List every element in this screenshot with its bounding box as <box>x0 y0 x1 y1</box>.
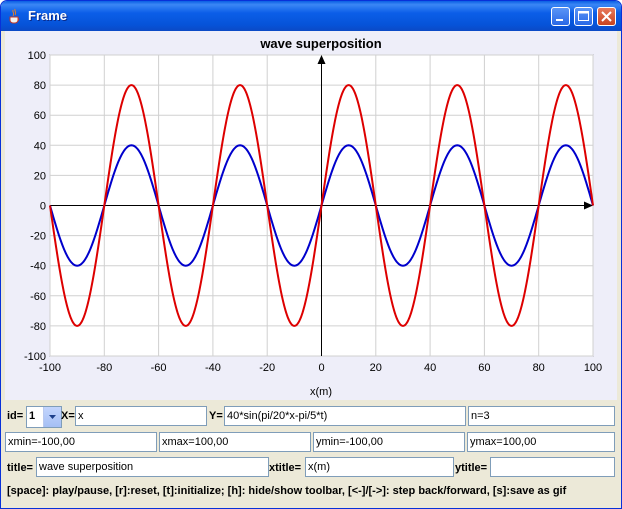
xmin-input[interactable]: xmin=-100,00 <box>5 432 157 452</box>
toolbar-row-1: id= 1 X= x Y= 40*sin(pi/20*x-pi/5*t) n=3 <box>5 405 617 429</box>
x-label: X= <box>61 410 75 422</box>
y-tick-label: 40 <box>34 140 46 152</box>
y-label: Y= <box>209 410 223 422</box>
y-expression-input[interactable]: 40*sin(pi/20*x-pi/5*t) <box>224 406 466 426</box>
y-tick-label: 60 <box>34 110 46 122</box>
x-tick-label: -80 <box>96 362 112 374</box>
title-label: title= <box>7 462 33 474</box>
y-tick-label: -60 <box>30 291 46 303</box>
window-title: Frame <box>28 8 68 23</box>
id-label: id= <box>7 410 24 422</box>
ticks: -100 -80 -60 -40 -20 0 20 40 60 80 100 -100 -80 -60 -4… <box>24 50 602 374</box>
y-tick-label: 80 <box>34 80 46 92</box>
title-input[interactable]: wave superposition <box>36 457 269 477</box>
n-input[interactable]: n=3 <box>468 406 615 426</box>
minimize-button[interactable] <box>551 7 570 26</box>
x-tick-label: -40 <box>205 362 221 374</box>
y-axis-arrow <box>317 55 326 64</box>
y-tick-label: -80 <box>30 321 46 333</box>
xtitle-input[interactable]: x(m) <box>305 457 454 477</box>
plot-panel[interactable]: -100 -80 -60 -40 -20 0 20 40 60 80 100 -100 -80 -60 -4… <box>5 31 617 400</box>
content-pane: -100 -80 -60 -40 -20 0 20 40 60 80 100 -100 -80 -60 -4… <box>5 31 617 504</box>
java-cup-icon <box>9 8 20 24</box>
chart-title: wave superposition <box>259 36 381 51</box>
x-expression-input[interactable]: x <box>75 406 207 426</box>
maximize-button[interactable] <box>574 7 593 26</box>
x-tick-label: 60 <box>478 362 490 374</box>
x-axis-arrow <box>584 201 593 210</box>
x-axis-label: x(m) <box>310 386 332 398</box>
x-tick-label: -20 <box>259 362 275 374</box>
ymax-input[interactable]: ymax=100,00 <box>467 432 615 452</box>
chevron-down-icon[interactable] <box>43 407 61 427</box>
y-tick-label: -20 <box>30 231 46 243</box>
ymin-input[interactable]: ymin=-100,00 <box>313 432 465 452</box>
xmax-input[interactable]: xmax=100,00 <box>159 432 311 452</box>
x-tick-label: -60 <box>151 362 167 374</box>
title-bar[interactable]: Frame <box>1 1 621 31</box>
close-button[interactable] <box>597 7 616 26</box>
ytitle-label: ytitle= <box>455 462 488 474</box>
x-tick-label: 100 <box>584 362 602 374</box>
id-select-value: 1 <box>29 410 36 422</box>
x-tick-label: 80 <box>533 362 545 374</box>
minimize-icon <box>556 19 563 21</box>
keyboard-help-text: [space]: play/pause, [r]:reset, [t]:init… <box>7 485 567 497</box>
maximize-icon <box>578 11 589 21</box>
toolbar-row-3: title= wave superposition xtitle= x(m) y… <box>5 456 617 480</box>
y-tick-label: -40 <box>30 261 46 273</box>
y-tick-label: 0 <box>40 201 46 213</box>
wave-chart[interactable]: -100 -80 -60 -40 -20 0 20 40 60 80 100 -100 -80 -60 -4… <box>5 31 617 400</box>
series-group <box>49 84 594 327</box>
y-tick-label: 100 <box>28 50 46 62</box>
id-select[interactable]: 1 <box>26 406 62 428</box>
y-tick-label: -100 <box>24 351 46 363</box>
x-tick-label: 20 <box>370 362 382 374</box>
xtitle-label: xtitle= <box>269 462 302 474</box>
ytitle-input[interactable] <box>490 457 615 477</box>
x-tick-label: -100 <box>39 362 61 374</box>
x-tick-label: 0 <box>318 362 324 374</box>
x-tick-label: 40 <box>424 362 436 374</box>
toolbar-row-2: xmin=-100,00 xmax=100,00 ymin=-100,00 ym… <box>5 431 617 455</box>
series-line-2 <box>49 84 594 327</box>
close-icon <box>601 11 612 22</box>
y-tick-label: 20 <box>34 170 46 182</box>
